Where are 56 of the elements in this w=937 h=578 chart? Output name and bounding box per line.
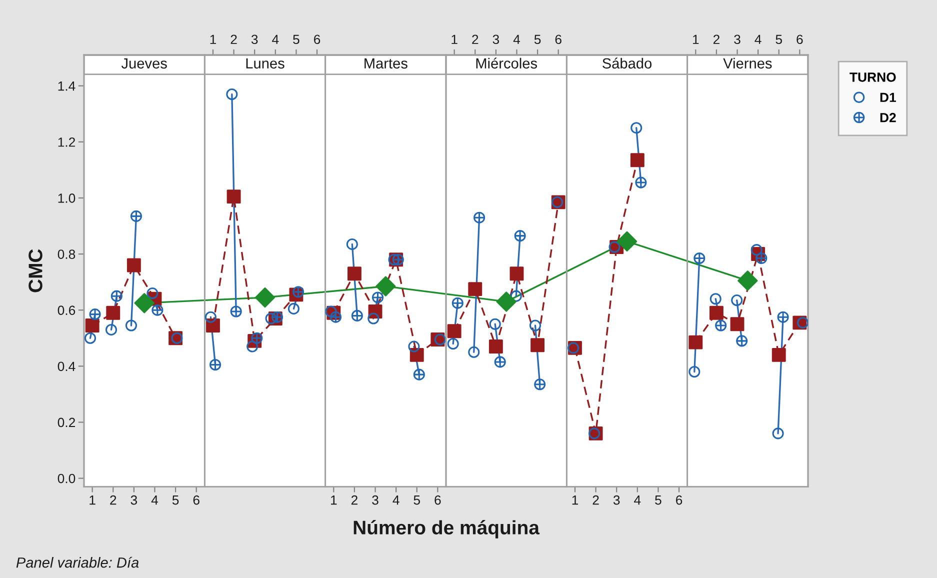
y-tick-label: 1.2: [58, 137, 76, 147]
legend-label: D1: [880, 92, 896, 102]
x-tick-label: Sábado: [602, 58, 652, 69]
x-tick-label: 6: [314, 34, 320, 44]
x-tick-label: 5: [534, 34, 541, 44]
x-tick-label: 5: [293, 34, 300, 44]
x-tick-label: 1: [330, 496, 337, 505]
y-tick-label: 0.6: [58, 306, 76, 316]
x-tick-label: 2: [230, 34, 237, 44]
x-tick-label: 5: [776, 34, 782, 44]
x-tick-label: 1: [572, 496, 578, 505]
x-tick-label: 3: [613, 495, 620, 505]
x-tick-label: 3: [372, 495, 378, 505]
x-tick-label: 1: [452, 34, 458, 44]
y-tick-label: 1.4: [58, 82, 76, 91]
x-tick-label: 2: [472, 34, 478, 44]
y-axis-title: CMC: [28, 249, 42, 292]
x-tick-label: 3: [130, 495, 138, 505]
y-tick-label: 0.2: [58, 418, 76, 428]
x-tick-label: Lunes: [246, 58, 284, 69]
x-tick-label: 4: [272, 34, 279, 44]
x-tick-label: 4: [634, 496, 641, 505]
x-tick-label: 5: [172, 496, 179, 505]
y-tick-label: 0.8: [58, 250, 76, 259]
legend-title: TURNO: [850, 72, 896, 82]
x-tick-label: Viernes: [723, 58, 772, 69]
x-tick-label: 4: [151, 496, 158, 505]
x-tick-label: 5: [414, 496, 420, 505]
x-tick-label: 3: [734, 34, 740, 44]
x-tick-label: Jueves: [121, 58, 167, 69]
x-tick-label: 3: [251, 34, 258, 44]
x-tick-label: 6: [193, 495, 200, 505]
x-tick-label: 2: [110, 495, 116, 505]
x-tick-label: 4: [392, 496, 400, 505]
x-tick-label: 2: [351, 495, 358, 505]
x-tick-label: 4: [754, 34, 762, 44]
x-tick-label: 2: [713, 34, 720, 44]
y-tick-label: 1.0: [58, 194, 76, 203]
x-tick-label: 1: [692, 34, 699, 44]
x-axis-title: Número de máquina: [354, 520, 540, 538]
x-tick-label: 6: [796, 34, 803, 44]
x-tick-label: 6: [434, 495, 441, 505]
x-tick-label: 6: [676, 495, 682, 505]
x-tick-label: Miércoles: [476, 58, 538, 69]
x-tick-label: 6: [555, 34, 562, 44]
y-tick-label: 0.0: [58, 474, 76, 484]
legend-label: D2: [880, 112, 896, 122]
x-tick-label: 5: [655, 496, 662, 505]
x-tick-label: 3: [492, 34, 500, 44]
y-tick-label: 0.4: [58, 362, 76, 372]
x-tick-label: 4: [513, 34, 520, 44]
x-tick-label: 1: [210, 34, 216, 44]
x-tick-label: 2: [592, 495, 599, 505]
x-tick-label: 1: [90, 496, 96, 505]
text: Panel variable: Día: [16, 556, 139, 568]
x-tick-label: Martes: [364, 58, 408, 69]
